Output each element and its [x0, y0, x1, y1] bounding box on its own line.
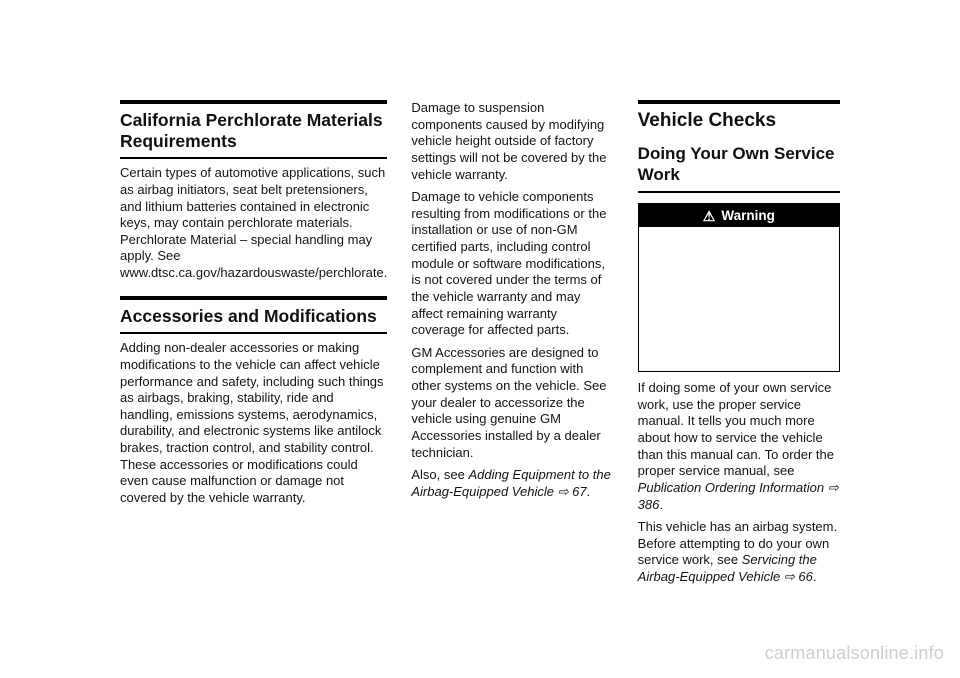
column-3: Vehicle Checks Doing Your Own Service Wo…: [638, 100, 840, 592]
text-tail: .: [587, 484, 591, 499]
body-airbag-system: This vehicle has an airbag system. Befor…: [638, 519, 840, 586]
ref-publication-ordering: Publication Ordering Information: [638, 480, 824, 495]
ref-page: ⇨ 66: [780, 569, 813, 584]
warning-icon: ⚠: [703, 209, 716, 223]
heading-service-work: Doing Your Own Service Work: [638, 144, 840, 185]
body-service-manual: If doing some of your own service work, …: [638, 380, 840, 513]
text-lead: Also, see: [411, 467, 468, 482]
body-damage-components: Damage to vehicle components resulting f…: [411, 189, 613, 339]
manual-page: California Perchlorate Materials Require…: [0, 0, 960, 632]
text-lead: If doing some of your own service work, …: [638, 380, 834, 478]
warning-callout: ⚠ Warning: [638, 203, 840, 372]
heading-ca-perchlorate: California Perchlorate Materials Require…: [120, 110, 387, 151]
column-2: Damage to suspension components caused b…: [411, 100, 613, 592]
body-gm-accessories: GM Accessories are designed to complemen…: [411, 345, 613, 461]
heading-underline: [638, 191, 840, 193]
text-tail: .: [813, 569, 817, 584]
watermark-text: carmanualsonline.info: [765, 643, 944, 664]
heading-underline: [120, 332, 387, 334]
section-rule: [120, 100, 387, 104]
warning-label: Warning: [721, 208, 775, 223]
section-rule: [638, 100, 840, 104]
heading-accessories: Accessories and Modifications: [120, 306, 387, 327]
body-accessories: Adding non-dealer accessories or making …: [120, 340, 387, 506]
warning-header: ⚠ Warning: [639, 204, 839, 227]
warning-body-redacted: [639, 227, 839, 371]
section-rule: [120, 296, 387, 300]
column-1: California Perchlorate Materials Require…: [120, 100, 387, 592]
ref-page: ⇨ 67: [554, 484, 587, 499]
body-also-see: Also, see Adding Equipment to the Airbag…: [411, 467, 613, 500]
body-damage-suspension: Damage to suspension components caused b…: [411, 100, 613, 183]
heading-underline: [120, 157, 387, 159]
body-ca-perchlorate: Certain types of automotive applications…: [120, 165, 387, 281]
text-tail: .: [659, 497, 663, 512]
heading-vehicle-checks: Vehicle Checks: [638, 110, 840, 132]
